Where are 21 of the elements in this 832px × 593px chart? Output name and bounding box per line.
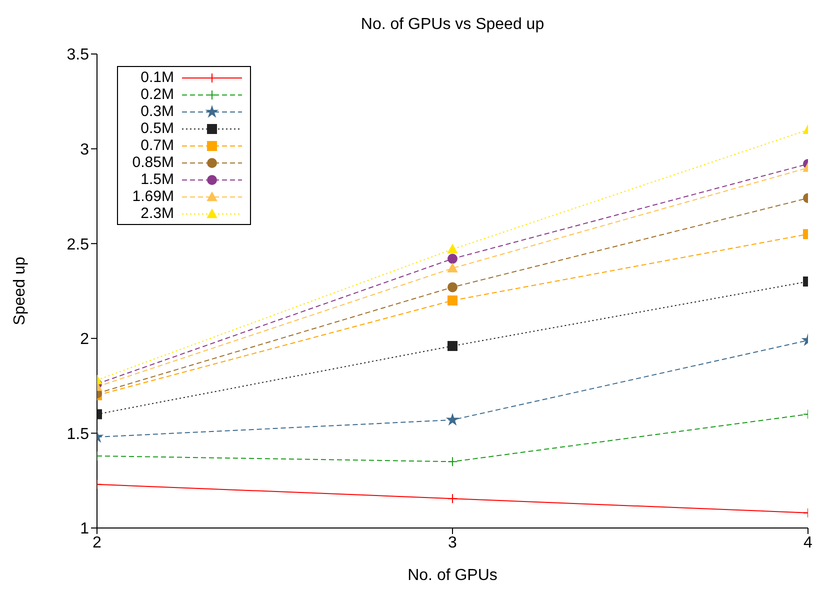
y-tick-label: 2.5 <box>66 236 90 254</box>
legend-label: 0.7M <box>140 137 174 154</box>
legend-label: 0.1M <box>140 69 174 86</box>
x-tick-label: 4 <box>804 534 813 552</box>
y-tick-label: 2 <box>80 331 90 348</box>
legend-label: 0.85M <box>131 154 174 171</box>
legend-label: 0.2M <box>140 86 174 103</box>
y-tick-label: 1.5 <box>66 426 90 443</box>
x-tick-label: 3 <box>448 534 458 552</box>
y-tick-label: 1 <box>80 520 90 538</box>
y-tick-label: 3 <box>80 141 90 158</box>
legend-label: 1.69M <box>131 188 174 205</box>
legend-label: 0.5M <box>140 120 174 137</box>
x-tick-label: 2 <box>92 534 102 552</box>
legend-label: 1.5M <box>140 171 174 188</box>
x-axis-title: No. of GPUs <box>408 567 498 584</box>
legend-label: 2.3M <box>140 205 174 222</box>
legend-label: 0.3M <box>140 103 174 120</box>
chart-title: No. of GPUs vs Speed up <box>360 16 546 34</box>
y-axis-title: Speed up <box>12 256 29 326</box>
y-tick-label: 3.5 <box>66 46 90 64</box>
